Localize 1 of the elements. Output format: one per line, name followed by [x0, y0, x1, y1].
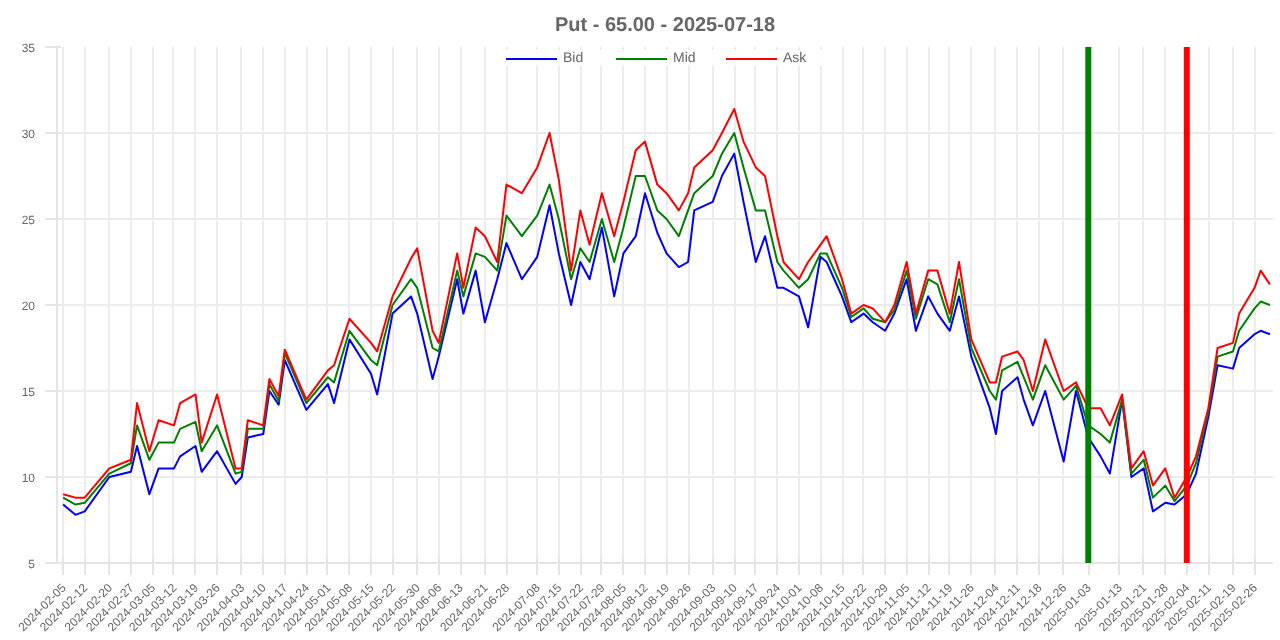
chart-title: Put - 65.00 - 2025-07-18 [554, 15, 776, 37]
